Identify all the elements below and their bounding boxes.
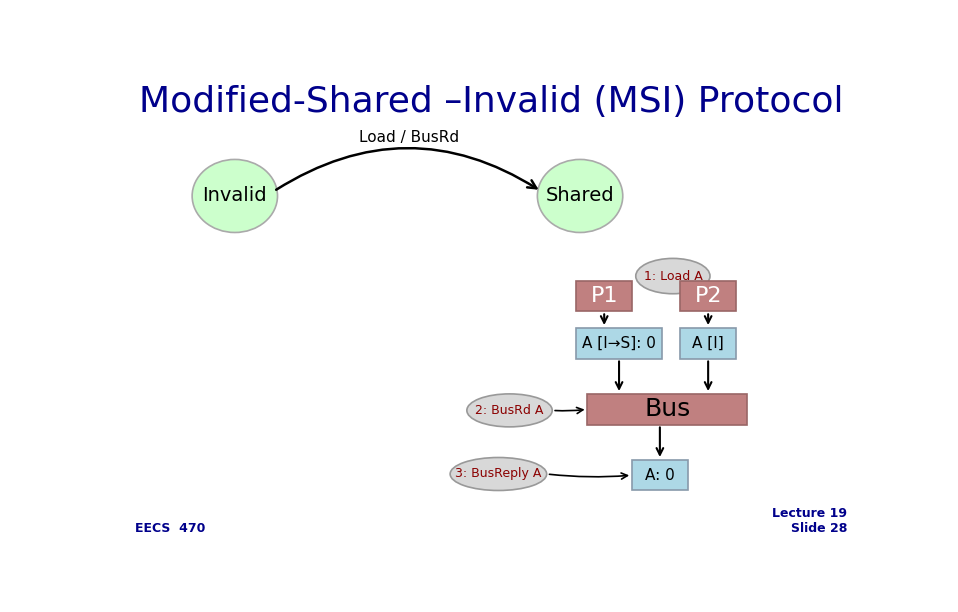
FancyBboxPatch shape [680, 328, 736, 359]
Text: P1: P1 [590, 286, 618, 306]
Text: Bus: Bus [644, 397, 691, 421]
Text: Modified-Shared –Invalid (MSI) Protocol: Modified-Shared –Invalid (MSI) Protocol [139, 85, 843, 119]
Text: Lecture 19
Slide 28: Lecture 19 Slide 28 [772, 507, 847, 536]
FancyBboxPatch shape [680, 281, 736, 312]
Text: EECS  470: EECS 470 [134, 522, 205, 536]
Text: 1: Load A: 1: Load A [644, 269, 702, 283]
FancyBboxPatch shape [577, 281, 632, 312]
Text: Shared: Shared [546, 187, 614, 206]
Text: 2: BusRd A: 2: BusRd A [475, 404, 544, 417]
Ellipse shape [636, 258, 710, 294]
FancyBboxPatch shape [577, 328, 662, 359]
Text: A: 0: A: 0 [645, 468, 674, 483]
FancyBboxPatch shape [587, 394, 747, 425]
Text: A [I→S]: 0: A [I→S]: 0 [582, 336, 656, 351]
Text: Invalid: Invalid [202, 187, 267, 206]
Ellipse shape [450, 458, 547, 490]
FancyBboxPatch shape [632, 460, 688, 490]
Text: 3: BusReply A: 3: BusReply A [455, 468, 541, 480]
Ellipse shape [193, 160, 278, 233]
Text: P2: P2 [695, 286, 722, 306]
Ellipse shape [537, 160, 623, 233]
Text: Load / BusRd: Load / BusRd [359, 130, 460, 144]
Text: A [I]: A [I] [693, 336, 724, 351]
Ellipse shape [467, 394, 552, 427]
